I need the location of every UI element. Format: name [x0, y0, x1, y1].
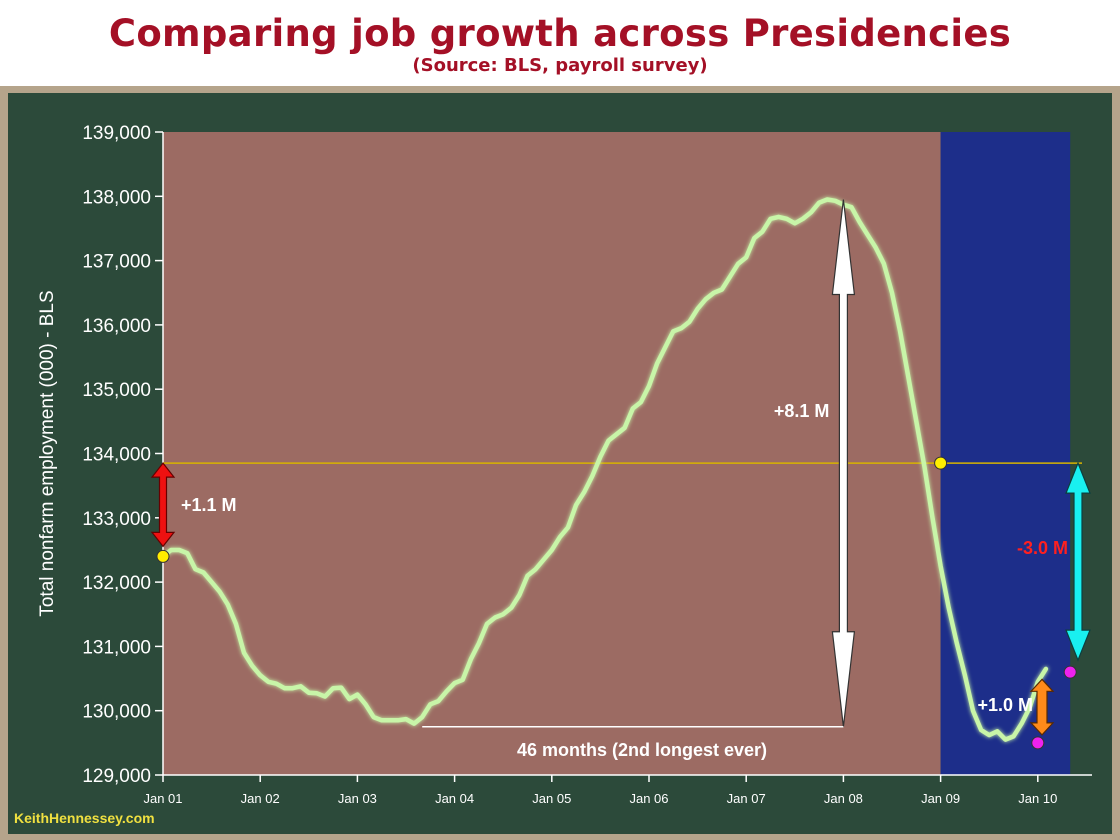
annotation-label: -3.0 M: [1017, 538, 1068, 558]
x-tick-label: Jan 10: [1018, 791, 1057, 806]
y-tick-label: 138,000: [82, 187, 151, 208]
annotation-label: +1.1 M: [181, 495, 237, 515]
data-point-marker: [1031, 736, 1045, 750]
y-tick-label: 134,000: [82, 445, 151, 466]
y-tick-label: 129,000: [82, 766, 151, 787]
x-tick-label: Jan 08: [824, 791, 863, 806]
employment-line: [160, 197, 1049, 742]
x-tick-label: Jan 03: [338, 791, 377, 806]
annotation-label: +8.1 M: [774, 401, 830, 421]
y-tick-label: 137,000: [82, 252, 151, 273]
y-tick-label: 139,000: [82, 123, 151, 144]
data-point-marker: [934, 456, 948, 470]
y-tick-label: 130,000: [82, 702, 151, 723]
arrow-obama-decline: [1065, 461, 1091, 662]
y-tick-label: 136,000: [82, 316, 151, 337]
x-tick-label: Jan 09: [921, 791, 960, 806]
chart-title: Comparing job growth across Presidencies: [108, 12, 1012, 55]
annotation-label: +1.0 M: [977, 695, 1033, 715]
data-point-marker: [156, 549, 170, 563]
y-tick-label: 135,000: [82, 380, 151, 401]
x-tick-label: Jan 07: [727, 791, 766, 806]
bush-term-region: [163, 132, 941, 775]
obama-term-region: [940, 132, 1071, 775]
y-axis-label: Total nonfarm employment (000) - BLS: [37, 290, 58, 616]
y-tick-label: 131,000: [82, 637, 151, 658]
x-tick-label: Jan 06: [629, 791, 668, 806]
x-tick-label: Jan 05: [532, 791, 571, 806]
arrow-bush-start: [150, 462, 176, 548]
footer-credit: KeithHennessey.com: [14, 810, 155, 826]
data-point-marker: [1063, 665, 1077, 679]
title-area: Comparing job growth across Presidencies…: [0, 0, 1120, 86]
x-tick-label: Jan 01: [143, 791, 182, 806]
annotation-label: 46 months (2nd longest ever): [517, 740, 767, 760]
y-tick-label: 133,000: [82, 509, 151, 530]
arrow-obama-recovery: [1029, 678, 1055, 736]
y-tick-label: 132,000: [82, 573, 151, 594]
x-tick-label: Jan 02: [241, 791, 280, 806]
chart-subtitle: (Source: BLS, payroll survey): [412, 55, 708, 76]
x-tick-label: Jan 04: [435, 791, 474, 806]
